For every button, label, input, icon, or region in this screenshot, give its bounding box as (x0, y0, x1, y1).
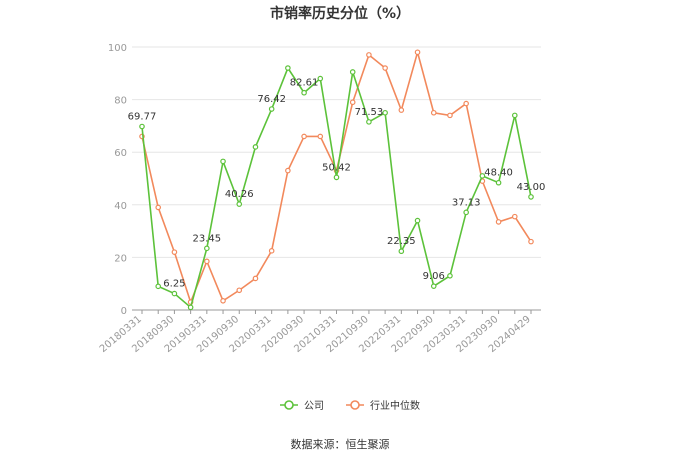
data-point-industry (155, 204, 162, 211)
data-point-industry (301, 133, 307, 140)
data-point-industry (447, 112, 453, 119)
data-point-industry (204, 258, 210, 265)
data-point-company (447, 273, 453, 279)
data-point-industry (511, 213, 518, 220)
data-point-company (252, 144, 259, 150)
data-point-industry (171, 249, 178, 255)
data-point-company (171, 290, 178, 297)
y-tick-label: 80 (114, 96, 127, 107)
data-point-company (430, 283, 437, 289)
data-point-industry (528, 238, 534, 245)
data-point-company (333, 174, 340, 181)
data-label: 6.25 (163, 279, 185, 290)
y-tick-label: 20 (114, 253, 127, 264)
data-label: 69.77 (128, 112, 157, 123)
data-label: 22.35 (387, 236, 416, 247)
data-point-industry (463, 100, 469, 107)
data-point-company (511, 112, 518, 119)
data-point-company (155, 283, 162, 290)
data-point-industry (252, 275, 259, 282)
data-label: 23.45 (193, 233, 222, 244)
data-point-company (528, 194, 534, 200)
y-tick-label: 60 (114, 148, 127, 159)
data-point-industry (414, 49, 421, 56)
data-point-industry (268, 248, 275, 254)
data-point-industry (317, 133, 324, 140)
data-point-industry (495, 219, 502, 225)
data-point-company (382, 109, 388, 116)
data-point-company (139, 123, 145, 130)
y-tick-label: 100 (108, 43, 127, 54)
y-tick-label: 40 (114, 201, 127, 212)
data-point-company (495, 179, 502, 186)
data-label: 43.00 (517, 182, 546, 193)
data-point-company (204, 245, 210, 252)
data-label: 50.42 (322, 162, 351, 173)
data-point-company (349, 69, 356, 75)
data-point-company (301, 89, 307, 96)
data-point-company (268, 106, 275, 112)
data-point-industry (430, 109, 437, 116)
data-point-company (479, 173, 486, 179)
legend-label: 行业中位数 (370, 399, 420, 412)
legend-marker-industry (350, 400, 360, 410)
data-point-industry (366, 52, 372, 58)
data-label: 76.42 (257, 94, 286, 105)
y-tick-label: 0 (121, 306, 127, 317)
chart-title: 市销率历史分位（%） (269, 6, 411, 22)
data-point-company (317, 75, 324, 82)
data-point-industry (349, 99, 356, 106)
data-label: 9.06 (423, 271, 445, 282)
data-label: 37.13 (452, 197, 481, 208)
data-point-industry (236, 287, 243, 294)
data-point-company (366, 119, 372, 125)
data-point-company (398, 248, 405, 255)
series-line-company (141, 66, 532, 309)
legend-marker-company (284, 400, 294, 410)
data-point-company (414, 217, 421, 224)
data-point-industry (220, 297, 226, 304)
data-label: 71.53 (355, 107, 384, 118)
data-point-company (187, 304, 194, 311)
data-point-industry (382, 65, 388, 71)
data-label: 48.40 (484, 168, 513, 179)
data-point-company (285, 65, 291, 71)
data-label: 82.61 (290, 78, 319, 89)
data-label: 40.26 (225, 189, 254, 200)
data-point-industry (285, 167, 291, 174)
data-point-company (220, 158, 226, 165)
data-point-industry (398, 107, 405, 113)
source-note: 数据来源：恒生聚源 (290, 438, 390, 451)
data-point-company (463, 209, 469, 216)
legend-label: 公司 (304, 401, 324, 412)
data-point-company (236, 201, 243, 207)
